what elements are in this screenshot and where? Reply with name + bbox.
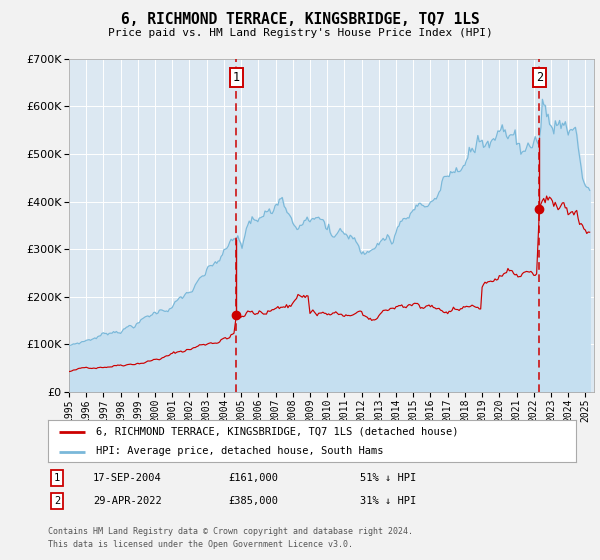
Text: This data is licensed under the Open Government Licence v3.0.: This data is licensed under the Open Gov…: [48, 540, 353, 549]
Text: £385,000: £385,000: [228, 496, 278, 506]
Text: 51% ↓ HPI: 51% ↓ HPI: [360, 473, 416, 483]
Text: Contains HM Land Registry data © Crown copyright and database right 2024.: Contains HM Land Registry data © Crown c…: [48, 528, 413, 536]
Text: 2: 2: [54, 496, 60, 506]
Text: Price paid vs. HM Land Registry's House Price Index (HPI): Price paid vs. HM Land Registry's House …: [107, 28, 493, 38]
Text: 6, RICHMOND TERRACE, KINGSBRIDGE, TQ7 1LS (detached house): 6, RICHMOND TERRACE, KINGSBRIDGE, TQ7 1L…: [95, 427, 458, 437]
Text: HPI: Average price, detached house, South Hams: HPI: Average price, detached house, Sout…: [95, 446, 383, 456]
Text: 2: 2: [536, 71, 543, 85]
Text: 6, RICHMOND TERRACE, KINGSBRIDGE, TQ7 1LS: 6, RICHMOND TERRACE, KINGSBRIDGE, TQ7 1L…: [121, 12, 479, 27]
Text: 1: 1: [233, 71, 240, 85]
Text: £161,000: £161,000: [228, 473, 278, 483]
Text: 17-SEP-2004: 17-SEP-2004: [93, 473, 162, 483]
Text: 31% ↓ HPI: 31% ↓ HPI: [360, 496, 416, 506]
Text: 1: 1: [54, 473, 60, 483]
Text: 29-APR-2022: 29-APR-2022: [93, 496, 162, 506]
